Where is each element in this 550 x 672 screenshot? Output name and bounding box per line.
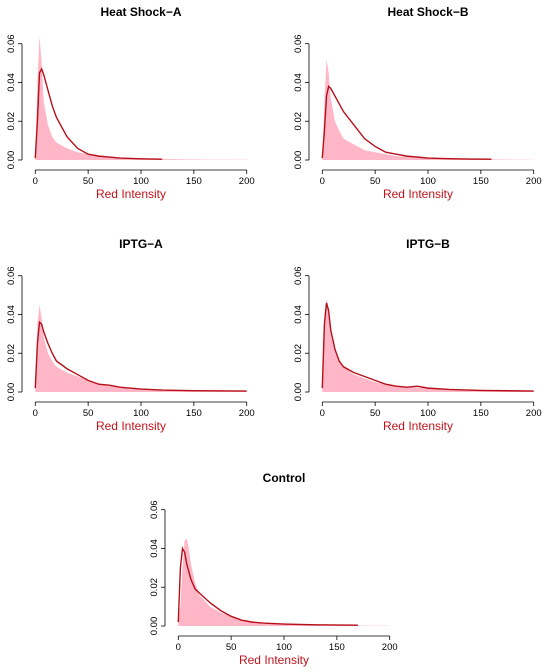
x-tick-label: 150 [186, 176, 202, 187]
y-tick-label: 0.02 [293, 344, 304, 363]
y-tick-label: 0.06 [6, 266, 17, 285]
chart-panel-5: Control 0.00 0.02 0.04 0.06 0 50 100 150 200 Red I… [149, 471, 398, 667]
chart-title: IPTG−A [119, 237, 163, 251]
y-tick-label: 0.02 [149, 578, 160, 597]
chart-title: Control [263, 471, 306, 485]
y-tick-label: 0.00 [6, 151, 17, 170]
y-tick-label: 0.02 [6, 112, 17, 131]
x-tick-label: 150 [329, 642, 345, 653]
chart-panel-3: IPTG−A 0.00 0.02 0.04 0.06 0 50 100 150 200 Red In… [6, 237, 255, 433]
x-tick-label: 150 [473, 408, 489, 419]
x-axis-label: Red Intensity [383, 419, 453, 433]
x-tick-label: 100 [276, 642, 292, 653]
x-tick-label: 50 [226, 642, 237, 653]
x-tick-label: 50 [370, 176, 381, 187]
y-tick-label: 0.00 [6, 383, 17, 402]
x-tick-label: 200 [382, 642, 398, 653]
chart-title: Heat Shock−B [387, 5, 468, 19]
x-tick-label: 100 [420, 176, 436, 187]
x-axis-label: Red Intensity [96, 187, 166, 201]
x-tick-label: 100 [133, 176, 149, 187]
y-tick-label: 0.02 [293, 112, 304, 131]
chart-title: IPTG−B [406, 237, 450, 251]
x-tick-label: 200 [526, 176, 542, 187]
y-tick-label: 0.00 [293, 151, 304, 170]
chart-panel-4: IPTG−B 0.00 0.02 0.04 0.06 0 50 100 150 200 Red In… [293, 237, 542, 433]
x-tick-label: 0 [33, 176, 38, 187]
x-tick-label: 0 [176, 642, 181, 653]
x-tick-label: 150 [473, 176, 489, 187]
y-tick-label: 0.06 [293, 266, 304, 285]
x-tick-label: 50 [83, 408, 94, 419]
x-tick-label: 100 [133, 408, 149, 419]
density-line [321, 302, 534, 392]
density-line [34, 67, 163, 160]
y-tick-label: 0.00 [149, 617, 160, 636]
density-line [34, 320, 247, 392]
x-tick-label: 0 [33, 408, 38, 419]
x-axis-label: Red Intensity [383, 187, 453, 201]
chart-title: Heat Shock−A [100, 5, 181, 19]
x-tick-label: 50 [83, 176, 94, 187]
density-fill [322, 298, 534, 392]
x-tick-label: 150 [186, 408, 202, 419]
density-line [177, 546, 359, 626]
x-tick-label: 200 [239, 408, 255, 419]
chart-panel-1: Heat Shock−A 0.00 0.02 0.04 0.06 0 50 100 150 200… [6, 5, 255, 201]
y-tick-label: 0.04 [149, 539, 160, 558]
x-tick-label: 0 [320, 176, 325, 187]
y-tick-label: 0.04 [293, 305, 304, 324]
y-tick-label: 0.06 [293, 34, 304, 53]
x-tick-label: 200 [526, 408, 542, 419]
y-tick-label: 0.00 [293, 383, 304, 402]
y-tick-label: 0.04 [6, 305, 17, 324]
density-fill [35, 35, 247, 160]
y-tick-label: 0.06 [6, 34, 17, 53]
x-axis-label: Red Intensity [96, 419, 166, 433]
density-fill [322, 59, 534, 161]
density-fill [178, 538, 390, 626]
y-tick-label: 0.06 [149, 500, 160, 519]
x-tick-label: 0 [320, 408, 325, 419]
y-tick-label: 0.02 [6, 344, 17, 363]
y-tick-label: 0.04 [6, 73, 17, 92]
density-fill [35, 304, 247, 392]
x-axis-label: Red Intensity [239, 653, 309, 667]
x-tick-label: 100 [420, 408, 436, 419]
y-tick-label: 0.04 [293, 73, 304, 92]
x-tick-label: 50 [370, 408, 381, 419]
x-tick-label: 200 [239, 176, 255, 187]
density-line [321, 84, 492, 160]
chart-panel-2: Heat Shock−B 0.00 0.02 0.04 0.06 0 50 100 150 200… [293, 5, 542, 201]
